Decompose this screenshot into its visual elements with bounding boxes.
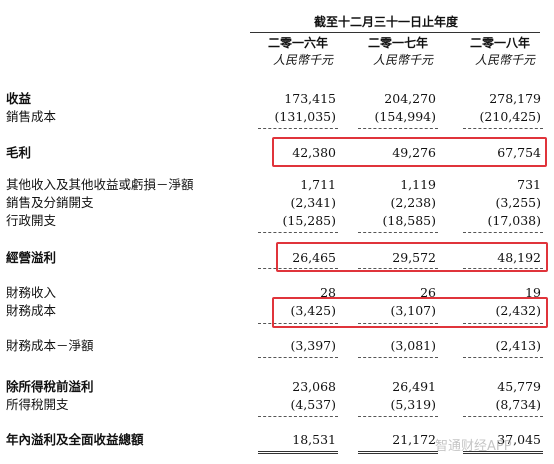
value-operating-profit-2017: 29,572 (392, 250, 436, 265)
subtotal-rule (258, 357, 338, 358)
finance-costs-highlight-box (272, 297, 548, 328)
value-finance-income-2018: 19 (525, 285, 541, 300)
subtotal-rule (358, 357, 438, 358)
value-total-income-2017: 21,172 (392, 432, 436, 447)
subtotal-rule (358, 323, 438, 324)
value-operating-profit-2016: 26,465 (292, 250, 336, 265)
row-label-finance-costs: 財務成本 (6, 303, 57, 318)
subtotal-rule (463, 416, 543, 417)
value-admin-expenses-2016: (15,285) (282, 213, 337, 228)
row-label-cost-of-sales: 銷售成本 (6, 109, 57, 124)
value-cost-of-sales-2017: (154,994) (374, 109, 436, 124)
value-other-income-2016: 1,711 (300, 177, 336, 192)
row-label-finance-income: 財務收入 (6, 285, 57, 300)
value-total-income-2016: 18,531 (292, 432, 336, 447)
subtotal-rule (258, 128, 338, 129)
subtotal-rule (463, 357, 543, 358)
subtotal-rule (463, 128, 543, 129)
value-income-tax-2016: (4,537) (290, 397, 336, 412)
value-cost-of-sales-2016: (131,035) (274, 109, 336, 124)
value-selling-expenses-2018: (3,255) (495, 195, 541, 210)
subtotal-rule (258, 232, 338, 233)
unit-label-2018: 人民幣千元 (475, 53, 536, 67)
value-revenue-2017: 204,270 (384, 91, 436, 106)
value-finance-income-2017: 26 (420, 285, 436, 300)
value-profit-before-tax-2017: 26,491 (392, 379, 436, 394)
row-label-profit-before-tax: 除所得稅前溢利 (6, 379, 94, 394)
row-label-net-finance-costs: 財務成本－淨額 (6, 338, 94, 353)
value-net-finance-costs-2016: (3,397) (290, 338, 336, 353)
year-2018-header: 二零一八年 (470, 36, 531, 50)
year-2017-header: 二零一七年 (368, 36, 429, 50)
value-selling-expenses-2017: (2,238) (390, 195, 436, 210)
total-double-rule (358, 451, 438, 454)
watermark: 智通财经APP (435, 439, 512, 454)
value-gross-profit-2016: 42,380 (292, 145, 336, 160)
period-header: 截至十二月三十一日止年度 (314, 15, 459, 29)
value-gross-profit-2017: 49,276 (392, 145, 436, 160)
value-admin-expenses-2017: (18,585) (382, 213, 437, 228)
subtotal-rule (358, 232, 438, 233)
value-revenue-2018: 278,179 (489, 91, 541, 106)
row-label-operating-profit: 經營溢利 (6, 250, 57, 265)
value-other-income-2017: 1,119 (400, 177, 436, 192)
value-operating-profit-2018: 48,192 (497, 250, 541, 265)
value-profit-before-tax-2016: 23,068 (292, 379, 336, 394)
row-label-income-tax: 所得稅開支 (6, 397, 69, 412)
value-net-finance-costs-2018: (2,413) (495, 338, 541, 353)
value-income-tax-2017: (5,319) (390, 397, 436, 412)
row-label-admin-expenses: 行政開支 (6, 213, 57, 228)
total-double-rule (258, 451, 338, 454)
value-admin-expenses-2018: (17,038) (487, 213, 542, 228)
operating-profit-highlight-box (276, 242, 548, 272)
gross-profit-highlight-box (272, 137, 547, 167)
value-net-finance-costs-2017: (3,081) (390, 338, 436, 353)
row-label-revenue: 收益 (6, 91, 32, 106)
value-finance-costs-2016: (3,425) (290, 303, 336, 318)
row-label-selling-expenses: 銷售及分銷開支 (6, 195, 94, 210)
value-finance-costs-2017: (3,107) (390, 303, 436, 318)
value-other-income-2018: 731 (517, 177, 541, 192)
subtotal-rule (463, 232, 543, 233)
value-finance-income-2016: 28 (320, 285, 336, 300)
subtotal-rule (463, 268, 543, 269)
subtotal-rule (258, 268, 338, 269)
value-cost-of-sales-2018: (210,425) (479, 109, 541, 124)
value-selling-expenses-2016: (2,341) (290, 195, 336, 210)
year-2016-header: 二零一六年 (268, 36, 329, 50)
value-gross-profit-2018: 67,754 (497, 145, 541, 160)
row-label-total-comprehensive-income: 年內溢利及全面收益總額 (6, 432, 144, 447)
subtotal-rule (358, 416, 438, 417)
subtotal-rule (358, 128, 438, 129)
header-divider (250, 32, 540, 33)
unit-label-2017: 人民幣千元 (373, 53, 434, 67)
value-income-tax-2018: (8,734) (495, 397, 541, 412)
value-profit-before-tax-2018: 45,779 (497, 379, 541, 394)
value-total-income-2018: 37,045 (497, 432, 541, 447)
value-finance-costs-2018: (2,432) (495, 303, 541, 318)
subtotal-rule (358, 268, 438, 269)
unit-label-2016: 人民幣千元 (273, 53, 334, 67)
row-label-gross-profit: 毛利 (6, 145, 32, 160)
subtotal-rule (463, 323, 543, 324)
subtotal-rule (258, 323, 338, 324)
value-revenue-2016: 173,415 (284, 91, 336, 106)
total-double-rule (463, 451, 543, 454)
row-label-other-income: 其他收入及其他收益或虧損－淨額 (6, 177, 194, 192)
subtotal-rule (258, 416, 338, 417)
